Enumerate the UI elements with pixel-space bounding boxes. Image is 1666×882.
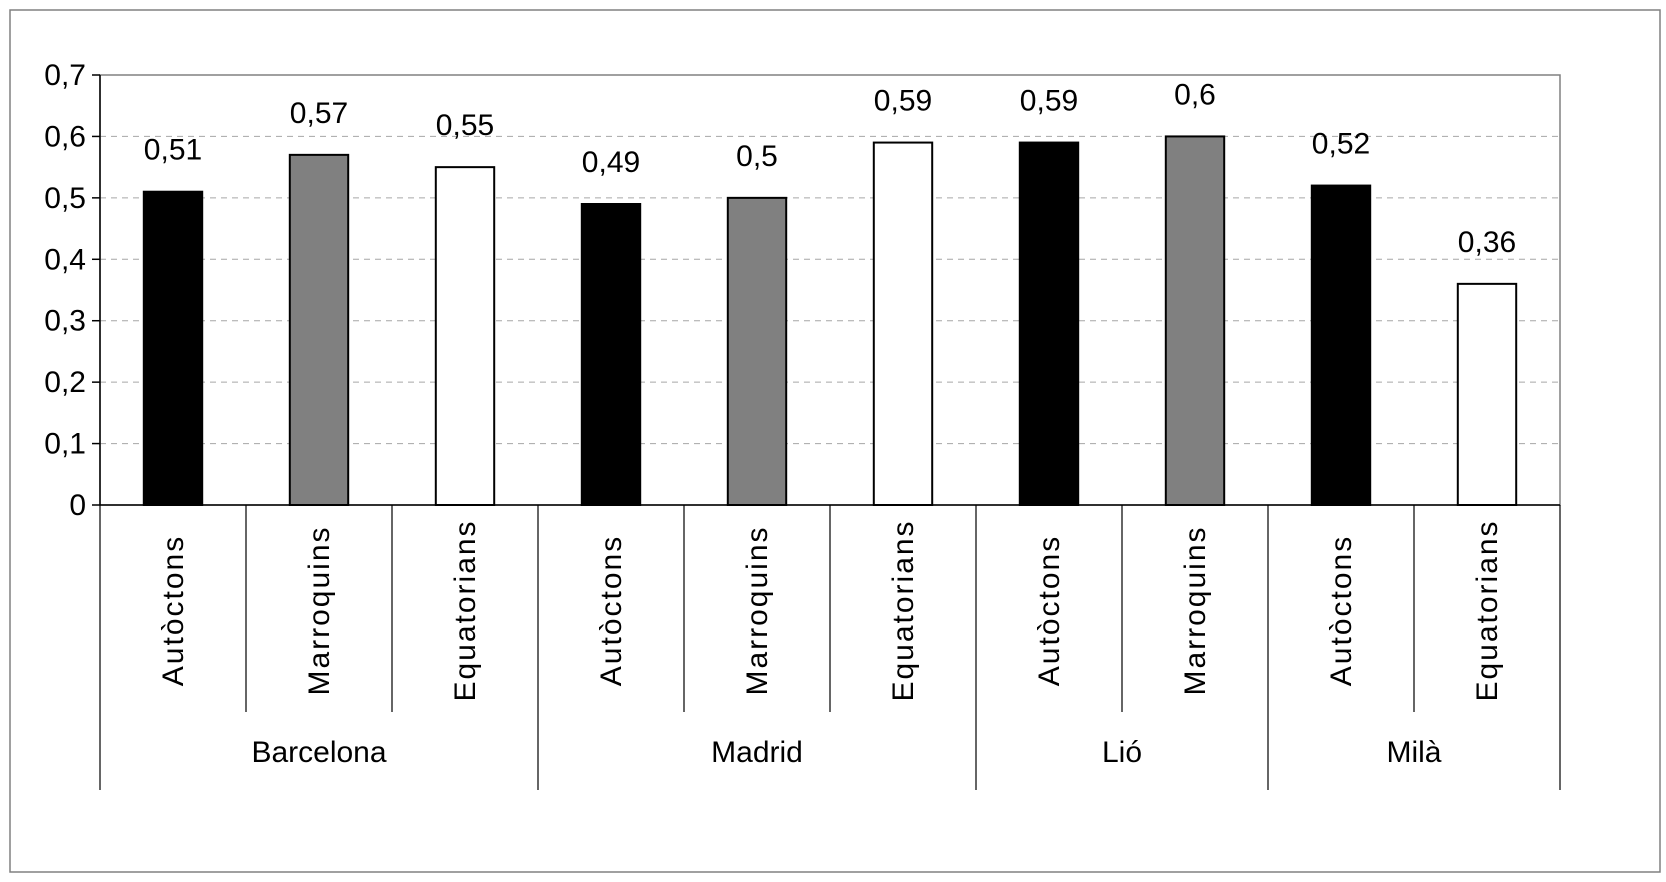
bar — [872, 141, 934, 506]
data-label: 0,55 — [436, 109, 494, 142]
data-label: 0,36 — [1458, 226, 1516, 259]
bars — [142, 135, 1518, 507]
category-label: Autòctons — [1325, 535, 1358, 686]
bar — [726, 196, 788, 506]
group-label: Milà — [1386, 736, 1441, 769]
group-label: Lió — [1102, 736, 1142, 769]
data-label: 0,59 — [1020, 85, 1078, 118]
data-label: 0,52 — [1312, 128, 1370, 161]
bar — [1018, 141, 1080, 506]
category-label: Equatorians — [887, 519, 920, 701]
category-label: Marroquins — [1179, 525, 1212, 695]
y-tick-label: 0,4 — [44, 243, 86, 276]
y-tick-label: 0,2 — [44, 366, 86, 399]
x-axis-categories: Autòctons Marroquins Equatorians Barcelona A… — [99, 505, 1561, 790]
data-label: 0,6 — [1174, 78, 1216, 111]
outer-frame — [9, 9, 1661, 873]
data-labels: 0,51 0,57 0,55 0,49 0,5 0,59 0,59 0,6 0,52 0,36 — [144, 78, 1516, 258]
y-tick-label: 0,6 — [44, 120, 86, 153]
group-label: Barcelona — [251, 736, 386, 769]
y-tick-label: 0,3 — [44, 305, 86, 338]
y-axis: 0 0,1 0,2 0,3 0,4 0,5 0,6 0,7 — [44, 59, 1560, 522]
data-label: 0,49 — [582, 146, 640, 179]
bar — [434, 166, 496, 506]
bar — [1310, 184, 1372, 506]
data-label: 0,51 — [144, 134, 202, 167]
bar — [1164, 135, 1226, 507]
y-tick-label: 0,7 — [44, 59, 86, 92]
bar — [142, 190, 204, 506]
data-label: 0,59 — [874, 85, 932, 118]
bar — [580, 203, 642, 506]
bar — [1456, 282, 1518, 506]
group-label: Madrid — [711, 736, 803, 769]
category-label: Marroquins — [303, 525, 336, 695]
category-label: Equatorians — [1471, 519, 1504, 701]
category-label: Autòctons — [595, 535, 628, 686]
category-label: Marroquins — [741, 525, 774, 695]
y-tick-label: 0,5 — [44, 182, 86, 215]
data-label: 0,57 — [290, 97, 348, 130]
category-label: Autòctons — [157, 535, 190, 686]
y-tick-label: 0,1 — [44, 428, 86, 461]
category-label: Equatorians — [449, 519, 482, 701]
bar — [288, 153, 350, 506]
data-label: 0,5 — [736, 140, 778, 173]
category-label: Autòctons — [1033, 535, 1066, 686]
y-tick-label: 0 — [69, 489, 86, 522]
